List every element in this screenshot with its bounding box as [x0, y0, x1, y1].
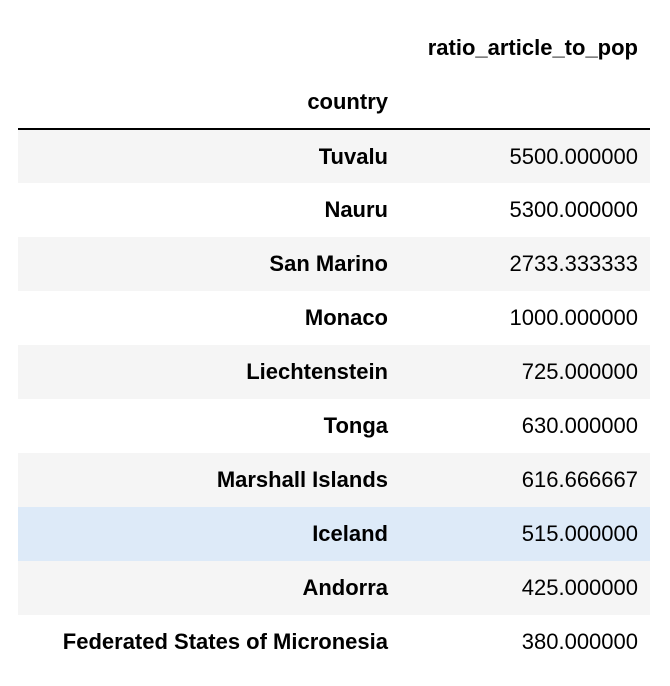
- table-header: ratio_article_to_pop country: [18, 20, 650, 129]
- index-name-row: country: [18, 76, 650, 129]
- row-country: Andorra: [302, 575, 388, 600]
- table-body: Tuvalu 5500.000000 Nauru 5300.000000 San…: [18, 129, 650, 669]
- row-value: 380.000000: [521, 629, 638, 654]
- table-row: Iceland 515.000000: [18, 507, 650, 561]
- table-row: San Marino 2733.333333: [18, 237, 650, 291]
- row-country: Tuvalu: [318, 143, 388, 169]
- row-country: Iceland: [312, 521, 388, 546]
- row-value: 5300.000000: [509, 197, 638, 222]
- column-header-row: ratio_article_to_pop: [18, 20, 650, 76]
- row-country: Tonga: [323, 413, 388, 438]
- table-row: Marshall Islands 616.666667: [18, 453, 650, 507]
- row-country: Federated States of Micronesia: [62, 629, 388, 654]
- row-value: 425.000000: [521, 575, 638, 600]
- table-row: Federated States of Micronesia 380.00000…: [18, 615, 650, 669]
- index-name-blank: [400, 76, 650, 129]
- table-row: Nauru 5300.000000: [18, 183, 650, 237]
- table-row: Liechtenstein 725.000000: [18, 345, 650, 399]
- row-value: 616.666667: [521, 467, 638, 492]
- table-row: Tuvalu 5500.000000: [18, 129, 650, 183]
- row-country: Monaco: [304, 305, 388, 330]
- row-country: Liechtenstein: [246, 359, 388, 384]
- column-header-ratio: ratio_article_to_pop: [427, 35, 638, 60]
- row-value: 5500.000000: [509, 143, 638, 169]
- row-value: 630.000000: [521, 413, 638, 438]
- table-row: Tonga 630.000000: [18, 399, 650, 453]
- row-value: 1000.000000: [509, 305, 638, 330]
- row-value: 2733.333333: [509, 251, 638, 276]
- table-row: Andorra 425.000000: [18, 561, 650, 615]
- table-row: Monaco 1000.000000: [18, 291, 650, 345]
- row-value: 725.000000: [521, 359, 638, 384]
- index-header-blank: [18, 20, 400, 76]
- row-country: Nauru: [324, 197, 388, 222]
- row-value: 515.000000: [521, 521, 638, 546]
- row-country: San Marino: [269, 251, 388, 276]
- dataframe-table: ratio_article_to_pop country Tuvalu 5500…: [18, 20, 650, 669]
- dataframe-output: ratio_article_to_pop country Tuvalu 5500…: [18, 20, 650, 669]
- row-country: Marshall Islands: [216, 467, 388, 492]
- index-name-header: country: [307, 89, 388, 114]
